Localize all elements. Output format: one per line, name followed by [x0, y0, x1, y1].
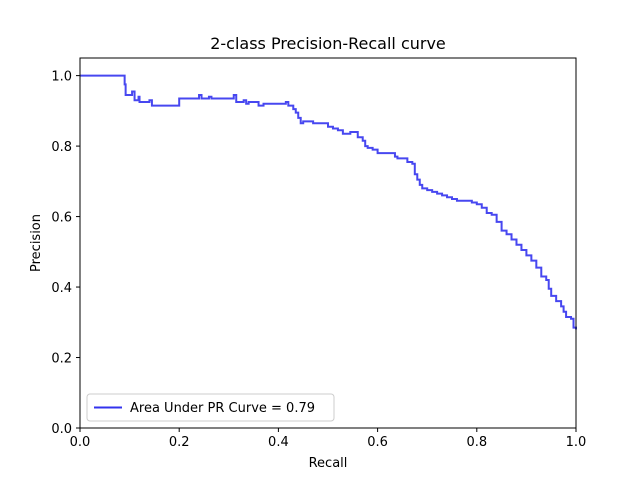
y-axis: 0.0 0.2 0.4 0.6 0.8 1.0 — [51, 70, 80, 437]
x-tick-label: 0.6 — [367, 435, 388, 450]
x-tick-label: 0.0 — [70, 435, 91, 450]
y-tick-label: 0.4 — [51, 281, 72, 296]
y-tick-label: 0.8 — [51, 140, 72, 155]
legend: Area Under PR Curve = 0.79 — [86, 393, 335, 422]
y-tick-label: 0.6 — [51, 211, 72, 226]
x-axis: 0.0 0.2 0.4 0.6 0.8 1.0 — [70, 428, 587, 450]
y-tick-label: 0.2 — [51, 352, 72, 367]
legend-label: Area Under PR Curve = 0.79 — [130, 401, 315, 416]
plot-frame — [79, 57, 577, 429]
y-axis-title: Precision — [29, 214, 44, 272]
y-tick-label: 1.0 — [51, 70, 72, 85]
pr-curve-line — [80, 74, 577, 330]
plot-area — [80, 74, 577, 330]
x-tick-label: 0.4 — [268, 435, 289, 450]
x-tick-label: 1.0 — [566, 435, 587, 450]
y-tick-label: 0.0 — [51, 422, 72, 437]
x-tick-label: 0.2 — [169, 435, 190, 450]
chart-title: 2-class Precision-Recall curve — [210, 34, 446, 53]
x-axis-title: Recall — [309, 456, 348, 471]
legend-box — [86, 393, 335, 422]
x-tick-label: 0.8 — [466, 435, 487, 450]
